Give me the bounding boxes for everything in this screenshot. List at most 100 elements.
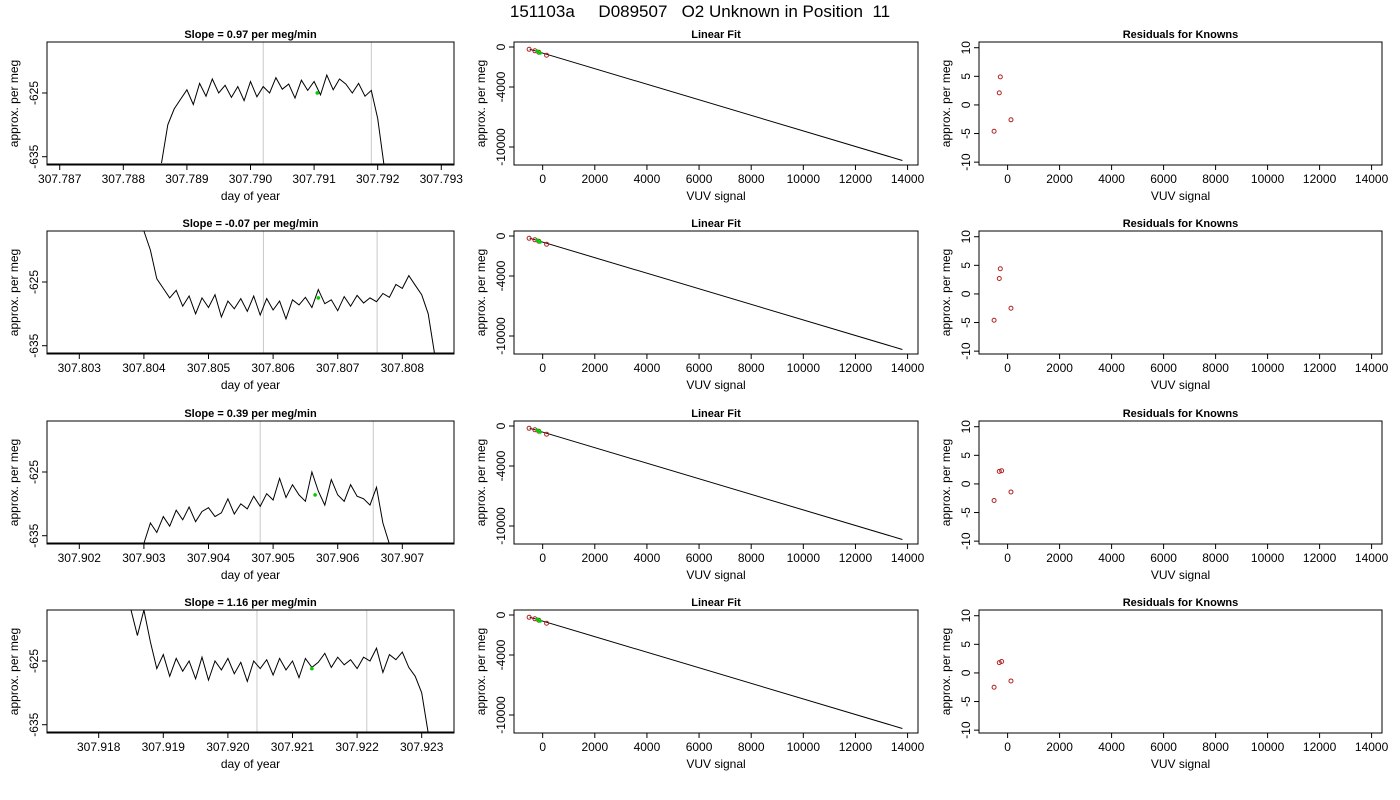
- x-tick-label: 6000: [1150, 361, 1177, 375]
- plot-frame: [513, 41, 919, 166]
- y-tick-label: -635: [27, 333, 41, 357]
- y-tick-label: -625: [27, 81, 41, 105]
- y-tick-label: -10000: [494, 696, 508, 734]
- y-tick-label: -4000: [494, 260, 508, 291]
- x-tick-label: 8000: [738, 172, 765, 186]
- x-tick-label: 10000: [1251, 361, 1285, 375]
- residual-point: [999, 658, 1005, 664]
- known-point: [526, 235, 532, 241]
- known-point: [544, 431, 550, 437]
- x-tick-label: 2000: [581, 172, 608, 186]
- x-tick-label: 307.807: [316, 361, 360, 375]
- x-tick-label: 8000: [1202, 172, 1229, 186]
- x-tick-label: 307.791: [292, 172, 336, 186]
- x-tick-label: 6000: [686, 172, 713, 186]
- x-tick-label: 307.808: [381, 361, 425, 375]
- x-tick-label: 4000: [634, 172, 661, 186]
- residual-point: [991, 128, 997, 134]
- residual-point: [1008, 305, 1014, 311]
- plot-frame: [978, 609, 1383, 734]
- y-tick-label: 5: [959, 452, 973, 459]
- plot-frame: [46, 230, 455, 355]
- plot-frame: [513, 609, 919, 734]
- y-tick-label: 10: [959, 230, 973, 244]
- x-tick-label: 2000: [1046, 551, 1073, 565]
- x-tick-label: 0: [1004, 551, 1011, 565]
- x-tick-label: 0: [539, 740, 546, 754]
- y-tick-label: 0: [494, 232, 508, 239]
- residual-point: [1008, 117, 1014, 123]
- series-line: [130, 609, 429, 734]
- x-tick-label: 307.793: [420, 172, 464, 186]
- x-tick-label: 14000: [1355, 361, 1389, 375]
- fit-line: [529, 237, 903, 350]
- plot-frame: [978, 420, 1383, 545]
- page-title: 151103a D089507 O2 Unknown in Position 1…: [509, 2, 891, 21]
- y-tick-label: -5: [959, 317, 973, 328]
- unknown-point: [538, 240, 542, 244]
- x-tick-label: 14000: [891, 740, 925, 754]
- highlight-point: [310, 666, 314, 671]
- x-axis-label: VUV signal: [1151, 378, 1210, 392]
- y-tick-label: -5: [959, 507, 973, 518]
- residual-point: [996, 90, 1002, 96]
- chart-title: Slope = -0.07 per meg/min: [182, 218, 318, 230]
- y-axis-label: approx. per meg: [7, 60, 21, 147]
- y-tick-label: -5: [959, 128, 973, 139]
- x-tick-label: 12000: [1303, 740, 1337, 754]
- y-tick-label: -625: [27, 460, 41, 484]
- series-line: [143, 470, 390, 545]
- x-tick-label: 307.903: [122, 551, 166, 565]
- y-tick-label: -10: [959, 721, 973, 739]
- x-tick-label: 307.904: [187, 551, 231, 565]
- x-tick-label: 14000: [1355, 740, 1389, 754]
- plot-frame: [513, 230, 919, 355]
- x-tick-label: 307.805: [187, 361, 231, 375]
- x-tick-label: 307.806: [251, 361, 295, 375]
- x-axis-label: day of year: [221, 568, 280, 582]
- chart-title: Slope = 0.97 per meg/min: [184, 29, 317, 41]
- x-tick-label: 6000: [1150, 551, 1177, 565]
- x-tick-label: 10000: [787, 551, 821, 565]
- x-tick-label: 4000: [634, 361, 661, 375]
- y-axis-label: approx. per meg: [474, 439, 488, 526]
- chart-title: Residuals for Knowns: [1123, 218, 1239, 230]
- x-tick-label: 10000: [787, 740, 821, 754]
- x-tick-label: 2000: [581, 740, 608, 754]
- y-axis-label: approx. per meg: [939, 628, 953, 715]
- residual-point: [991, 317, 997, 323]
- highlight-point: [313, 493, 317, 497]
- residual-point: [996, 468, 1002, 474]
- fit-line: [529, 427, 903, 540]
- unknown-point: [538, 51, 542, 55]
- plot-frame: [978, 41, 1383, 166]
- known-point: [526, 614, 532, 620]
- y-axis-label: approx. per meg: [474, 628, 488, 715]
- x-axis-label: VUV signal: [686, 757, 745, 771]
- x-tick-label: 6000: [686, 551, 713, 565]
- x-tick-label: 2000: [1046, 740, 1073, 754]
- chart-title: Residuals for Knowns: [1123, 408, 1239, 420]
- x-tick-label: 10000: [1251, 551, 1285, 565]
- x-tick-label: 14000: [1355, 551, 1389, 565]
- x-tick-label: 307.921: [271, 740, 315, 754]
- y-axis-label: approx. per meg: [939, 249, 953, 336]
- unknown-point: [535, 238, 540, 243]
- residual-point: [999, 468, 1005, 474]
- x-tick-label: 0: [539, 172, 546, 186]
- x-tick-label: 8000: [1202, 551, 1229, 565]
- fit-line: [529, 616, 903, 729]
- x-tick-label: 307.787: [38, 172, 82, 186]
- y-tick-label: -635: [27, 712, 41, 736]
- y-tick-label: -10: [959, 532, 973, 550]
- plot-frame: [513, 420, 919, 545]
- x-tick-label: 14000: [891, 361, 925, 375]
- y-tick-label: -4000: [494, 71, 508, 102]
- x-tick-label: 0: [1004, 740, 1011, 754]
- x-tick-label: 307.788: [102, 172, 146, 186]
- x-tick-label: 8000: [1202, 361, 1229, 375]
- x-tick-label: 12000: [839, 551, 873, 565]
- residual-point: [1008, 678, 1014, 684]
- x-tick-label: 307.804: [122, 361, 166, 375]
